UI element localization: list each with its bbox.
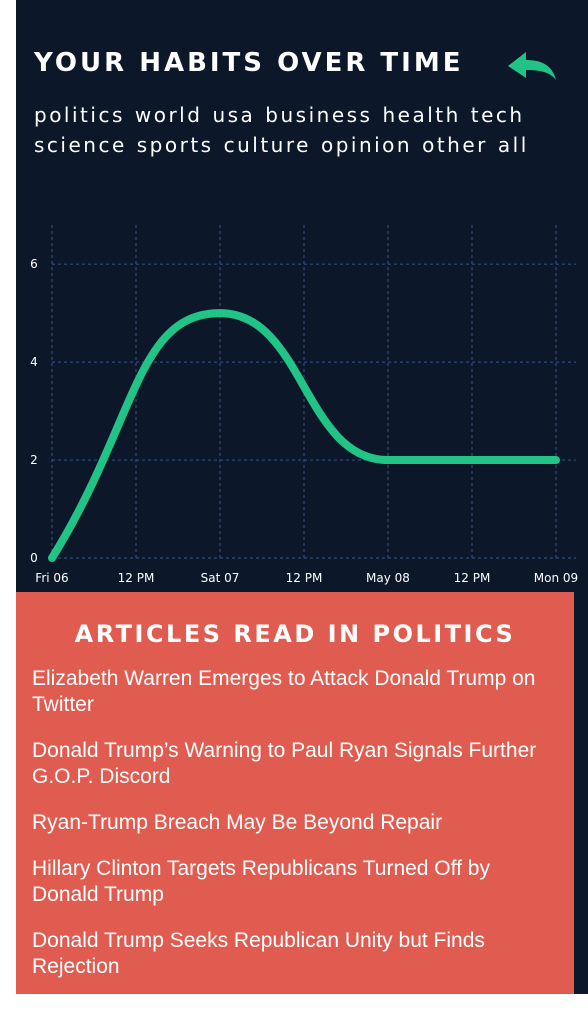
category-culture[interactable]: culture — [223, 133, 311, 157]
category-science[interactable]: science — [34, 133, 127, 157]
y-tick-label: 6 — [30, 257, 38, 271]
category-usa[interactable]: usa — [212, 103, 256, 127]
series-line — [48, 309, 560, 562]
category-tech[interactable]: tech — [470, 103, 525, 127]
header: YOUR HABITS OVER TIME — [34, 44, 570, 88]
y-axis-ticks: 0 2 4 6 — [30, 257, 38, 565]
x-tick-label: 12 PM — [118, 571, 155, 585]
back-button[interactable] — [506, 50, 560, 82]
page-title: YOUR HABITS OVER TIME — [34, 48, 464, 78]
category-all[interactable]: all — [497, 133, 529, 157]
line-chart: 0 2 4 6 Fri 06 12 PM Sat 07 12 PM May 08 12 PM Mo… — [30, 225, 578, 585]
x-tick-label: Mon 09 — [534, 571, 578, 585]
chart-grid — [51, 225, 576, 559]
x-tick-label: May 08 — [366, 571, 410, 585]
category-other[interactable]: other — [422, 133, 488, 157]
article-link[interactable]: Donald Trump Seeks Republican Unity but … — [32, 929, 485, 978]
articles-panel: ARTICLES READ IN POLITICS Elizabeth Warr… — [16, 592, 574, 994]
article-link[interactable]: Hillary Clinton Targets Republicans Turn… — [32, 857, 490, 906]
category-opinion[interactable]: opinion — [320, 133, 413, 157]
habits-screen: YOUR HABITS OVER TIME politics world usa bu… — [16, 0, 588, 994]
category-business[interactable]: business — [265, 103, 373, 127]
back-arrow-icon — [508, 52, 556, 80]
article-list: Elizabeth Warren Emerges to Attack Donal… — [16, 666, 574, 980]
y-tick-label: 0 — [30, 551, 38, 565]
y-tick-label: 2 — [30, 453, 38, 467]
category-health[interactable]: health — [382, 103, 461, 127]
category-filter: politics world usa business health tech scienc… — [34, 100, 574, 160]
category-world[interactable]: world — [134, 103, 203, 127]
x-tick-label: Fri 06 — [35, 571, 68, 585]
x-tick-label: 12 PM — [454, 571, 491, 585]
y-tick-label: 4 — [30, 355, 38, 369]
x-axis-ticks: Fri 06 12 PM Sat 07 12 PM May 08 12 PM Mon 09 — [35, 571, 578, 585]
article-link[interactable]: Ryan-Trump Breach May Be Beyond Repair — [32, 811, 443, 834]
article-link[interactable]: Elizabeth Warren Emerges to Attack Donal… — [32, 667, 536, 716]
category-sports[interactable]: sports — [136, 133, 214, 157]
x-tick-label: 12 PM — [286, 571, 323, 585]
x-tick-label: Sat 07 — [201, 571, 240, 585]
articles-title: ARTICLES READ IN POLITICS — [74, 620, 516, 648]
habits-chart: 0 2 4 6 Fri 06 12 PM Sat 07 12 PM May 08 12 PM Mo… — [16, 210, 588, 590]
article-link[interactable]: Donald Trump’s Warning to Paul Ryan Sign… — [32, 739, 537, 788]
category-politics[interactable]: politics — [34, 103, 125, 127]
